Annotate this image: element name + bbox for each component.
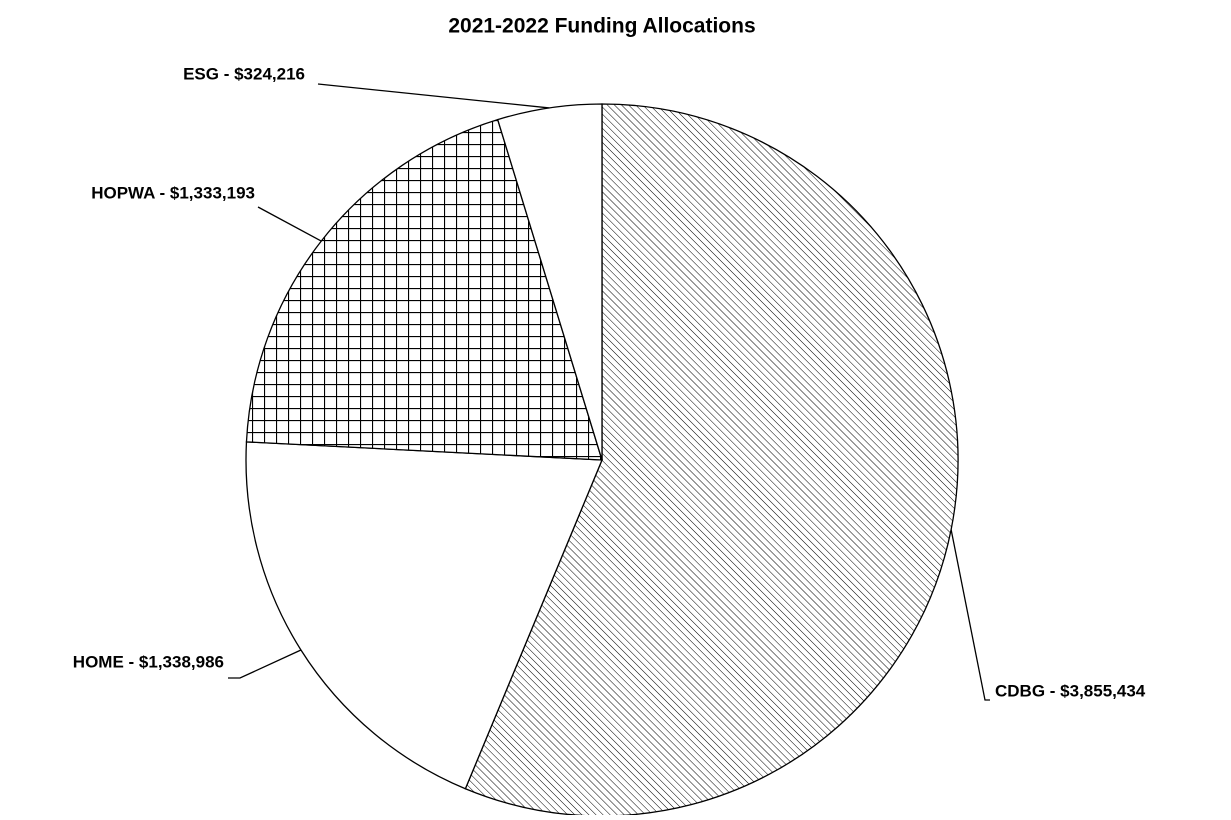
pie-slice — [496, 103, 603, 461]
slice-label: ESG - $324,216 — [183, 64, 305, 83]
slice-label: CDBG - $3,855,434 — [995, 681, 1146, 700]
pie-slice — [464, 103, 959, 817]
slice-label: HOPWA - $1,333,193 — [91, 183, 255, 202]
leader-line — [950, 529, 990, 701]
leader-line — [228, 649, 302, 679]
leader-line — [257, 206, 322, 242]
pie-slice — [245, 441, 603, 790]
leader-line — [317, 83, 550, 109]
slice-label: HOME - $1,338,986 — [73, 652, 224, 671]
chart-title: 2021-2022 Funding Allocations — [448, 15, 755, 38]
